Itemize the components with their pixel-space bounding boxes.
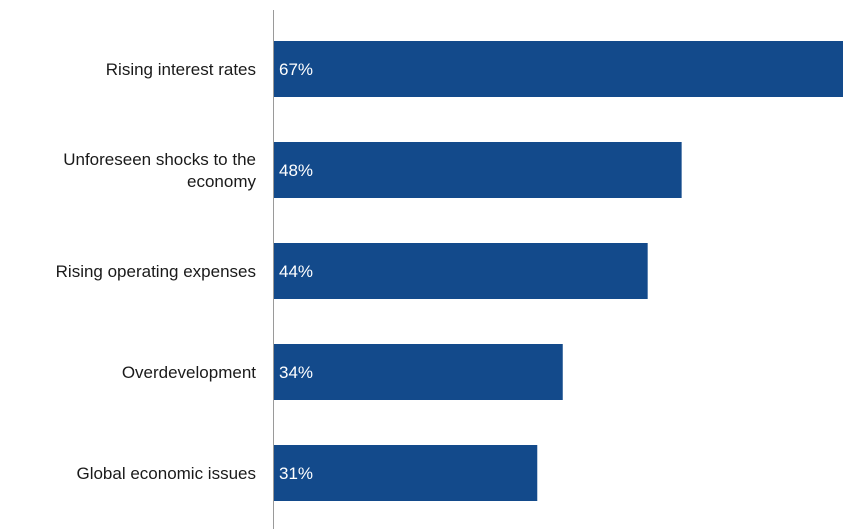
category-label: Overdevelopment <box>122 363 256 382</box>
bar <box>274 243 648 299</box>
category-label: Unforeseen shocks to the economy <box>63 150 256 191</box>
category-label-line: Overdevelopment <box>122 363 256 382</box>
category-label-line: Unforeseen shocks to the <box>63 150 256 169</box>
category-label-line: economy <box>187 172 256 191</box>
bar <box>274 142 682 198</box>
bar <box>274 344 563 400</box>
bar <box>274 41 843 97</box>
category-label-line: Global economic issues <box>76 464 256 483</box>
category-label-line: Rising operating expenses <box>56 262 256 281</box>
bar-value-label: 31% <box>279 464 313 483</box>
bar-value-label: 34% <box>279 363 313 382</box>
category-label: Rising operating expenses <box>56 262 256 281</box>
bar-value-label: 48% <box>279 161 313 180</box>
category-label: Rising interest rates <box>106 60 256 79</box>
bar-value-label: 67% <box>279 60 313 79</box>
category-label-line: Rising interest rates <box>106 60 256 79</box>
bar <box>274 445 538 501</box>
category-labels: Rising interest rates Unforeseen shocks t… <box>56 60 257 483</box>
bar-value-label: 44% <box>279 262 313 281</box>
category-label: Global economic issues <box>76 464 256 483</box>
bars-layer: 67% 48% 44% 34% 31% <box>274 41 843 501</box>
